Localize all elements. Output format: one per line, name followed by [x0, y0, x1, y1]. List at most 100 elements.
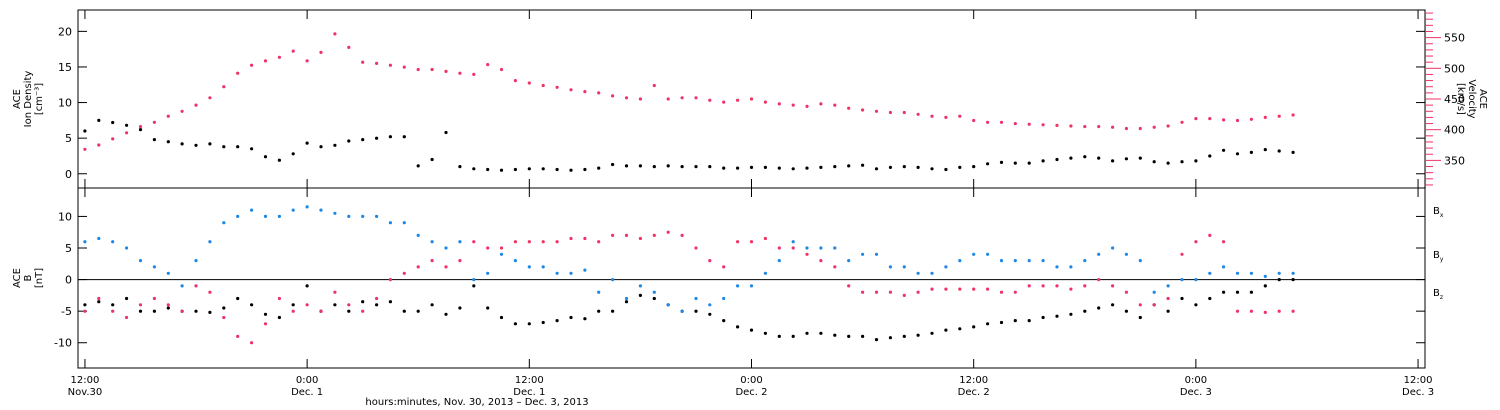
x-tick-date-label: Dec. 1 — [513, 387, 545, 398]
data-point-by — [791, 240, 795, 244]
data-point-bx — [944, 328, 948, 332]
data-point-bx — [972, 325, 976, 329]
data-point-velocity — [847, 106, 851, 110]
data-point-density — [694, 165, 698, 169]
data-point-by — [569, 271, 573, 275]
data-point-by — [874, 252, 879, 256]
data-point-velocity — [1055, 123, 1059, 127]
data-point-bz — [569, 236, 573, 241]
data-point-velocity — [222, 85, 226, 89]
data-point-bz — [680, 233, 684, 237]
data-point-bz — [444, 265, 448, 269]
data-point-bz — [458, 259, 462, 263]
data-point-density — [319, 145, 323, 149]
y-tick-label: 5 — [65, 132, 72, 145]
data-point-bx — [611, 309, 615, 313]
data-point-bz — [1013, 290, 1017, 294]
data-point-density — [486, 167, 490, 172]
data-point-velocity — [666, 97, 670, 101]
data-point-by — [458, 240, 462, 244]
data-point-by — [180, 284, 184, 288]
data-point-velocity — [1263, 115, 1267, 119]
data-point-bz — [1027, 284, 1031, 288]
data-point-velocity — [1027, 122, 1031, 126]
right-y-tick-label: 400 — [1444, 124, 1465, 137]
data-point-bx — [1013, 319, 1017, 323]
data-point-bz — [166, 303, 170, 307]
data-point-velocity — [402, 65, 406, 69]
series-bx — [83, 278, 1295, 342]
data-point-velocity — [1138, 126, 1142, 131]
legend-bx: Bx — [1433, 206, 1444, 219]
data-point-bz — [430, 259, 434, 263]
data-point-density — [333, 143, 337, 147]
data-point-density — [791, 167, 795, 171]
data-point-bz — [402, 271, 406, 275]
data-point-bz — [833, 265, 837, 269]
data-point-density — [930, 167, 934, 171]
data-point-bz — [1194, 240, 1198, 244]
data-point-density — [444, 130, 448, 135]
data-point-density — [1291, 150, 1295, 154]
data-point-bz — [902, 293, 906, 297]
data-point-velocity — [833, 103, 837, 107]
data-point-velocity — [388, 63, 392, 67]
data-point-velocity — [277, 55, 281, 59]
data-point-velocity — [1083, 125, 1087, 129]
data-point-density — [527, 167, 531, 171]
data-point-bx — [1291, 278, 1295, 282]
data-point-density — [166, 140, 170, 144]
data-point-bz — [1166, 296, 1170, 301]
data-point-bx — [430, 303, 434, 307]
y-tick-label: 10 — [58, 97, 72, 110]
data-point-density — [97, 118, 101, 122]
data-point-density — [624, 164, 629, 168]
data-point-bz — [1083, 284, 1087, 288]
y-axis-label-line: B — [23, 274, 34, 281]
data-point-bx — [1249, 290, 1253, 294]
data-point-velocity — [1277, 114, 1281, 118]
data-point-velocity — [777, 102, 781, 106]
data-point-density — [513, 167, 518, 172]
data-point-velocity — [527, 81, 531, 85]
data-point-velocity — [1208, 117, 1212, 121]
data-point-bx — [847, 334, 851, 338]
data-point-velocity — [652, 83, 656, 88]
data-point-velocity — [291, 49, 295, 53]
data-point-velocity — [1249, 117, 1253, 121]
data-point-density — [1235, 152, 1240, 156]
y-axis-label-line: Ion Density — [23, 71, 34, 128]
data-point-by — [722, 296, 726, 301]
data-point-density — [347, 139, 351, 143]
data-point-density — [1194, 159, 1198, 163]
data-point-by — [277, 214, 281, 218]
data-point-density — [1138, 156, 1142, 160]
data-point-bz — [1263, 310, 1267, 314]
data-point-bz — [916, 290, 920, 294]
data-point-velocity — [361, 60, 365, 64]
data-point-by — [1222, 265, 1226, 269]
x-axis-label: hours:minutes, Nov. 30, 2013 – Dec. 3, 2… — [365, 397, 588, 408]
data-point-by — [972, 252, 976, 256]
data-point-density — [1111, 159, 1115, 163]
data-point-velocity — [791, 103, 795, 107]
data-point-bz — [791, 246, 795, 250]
data-point-by — [1027, 259, 1031, 263]
data-point-bx — [1097, 306, 1101, 310]
data-point-density — [847, 164, 851, 168]
data-point-by — [1152, 290, 1156, 294]
data-point-bx — [694, 309, 698, 313]
data-point-density — [1166, 161, 1170, 165]
data-point-velocity — [194, 103, 198, 107]
data-point-density — [1069, 156, 1073, 160]
data-point-density — [1249, 150, 1253, 154]
data-point-bx — [486, 306, 490, 310]
data-point-by — [1194, 278, 1198, 282]
x-tick-time-label: 0:00 — [740, 375, 762, 386]
data-point-velocity — [722, 100, 726, 104]
right-y-axis-label: ACEVelocity[km/s] — [1455, 79, 1488, 118]
data-point-bz — [541, 240, 545, 244]
data-point-bx — [305, 284, 309, 288]
right-y-tick-label: 550 — [1444, 32, 1465, 45]
data-point-bx — [1069, 312, 1073, 316]
